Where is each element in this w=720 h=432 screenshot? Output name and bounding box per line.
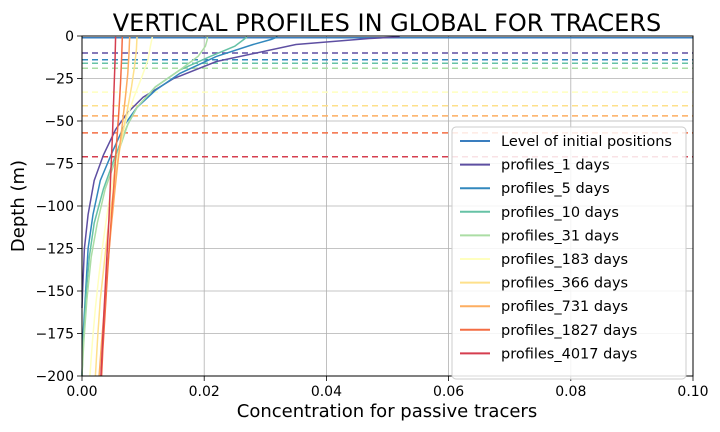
legend-label: profiles_5 days [501, 181, 610, 197]
y-tick-label: −50 [44, 114, 74, 130]
chart-title: VERTICAL PROFILES IN GLOBAL FOR TRACERS [113, 9, 661, 37]
y-axis-title: Depth (m) [8, 160, 29, 252]
legend-label: profiles_31 days [501, 228, 619, 244]
y-tick-label: −200 [36, 369, 74, 385]
series-line [81, 36, 400, 309]
legend-label: profiles_4017 days [501, 346, 637, 362]
legend-label: profiles_366 days [501, 276, 628, 292]
y-tick-label: −25 [44, 72, 74, 88]
x-tick-label: 0.06 [433, 384, 464, 400]
x-tick-label: 0.02 [189, 384, 220, 400]
series-lines [81, 36, 400, 377]
legend-box [451, 126, 687, 380]
legend-label: profiles_1827 days [501, 323, 637, 339]
legend-label: profiles_731 days [501, 299, 628, 315]
series-line [81, 36, 248, 377]
x-tick-label: 0.00 [66, 384, 97, 400]
series-line [89, 36, 154, 377]
y-tick-label: −150 [36, 284, 74, 300]
y-tick-label: 0 [65, 29, 74, 45]
y-tick-label: −75 [44, 157, 74, 173]
axis-ticks: 0.00 0.02 0.04 0.06 0.08 0.10 0 −25 −50 −75 −100 −1… [36, 29, 709, 400]
y-tick-label: −175 [36, 327, 74, 343]
x-tick-label: 0.10 [677, 384, 708, 400]
series-line [100, 36, 124, 377]
legend-label: profiles_1 days [501, 158, 610, 174]
x-axis-title: Concentration for passive tracers [237, 401, 537, 422]
legend-label: profiles_183 days [501, 252, 628, 268]
y-tick-label: −100 [36, 199, 74, 215]
legend-label: profiles_10 days [501, 205, 619, 221]
series-line [100, 36, 117, 377]
x-tick-label: 0.04 [311, 384, 342, 400]
legend: Level of initial positions profiles_1 day… [451, 126, 687, 380]
x-tick-label: 0.08 [555, 384, 586, 400]
y-tick-label: −125 [36, 242, 74, 258]
series-line [81, 36, 209, 377]
legend-label: Level of initial positions [501, 134, 672, 150]
